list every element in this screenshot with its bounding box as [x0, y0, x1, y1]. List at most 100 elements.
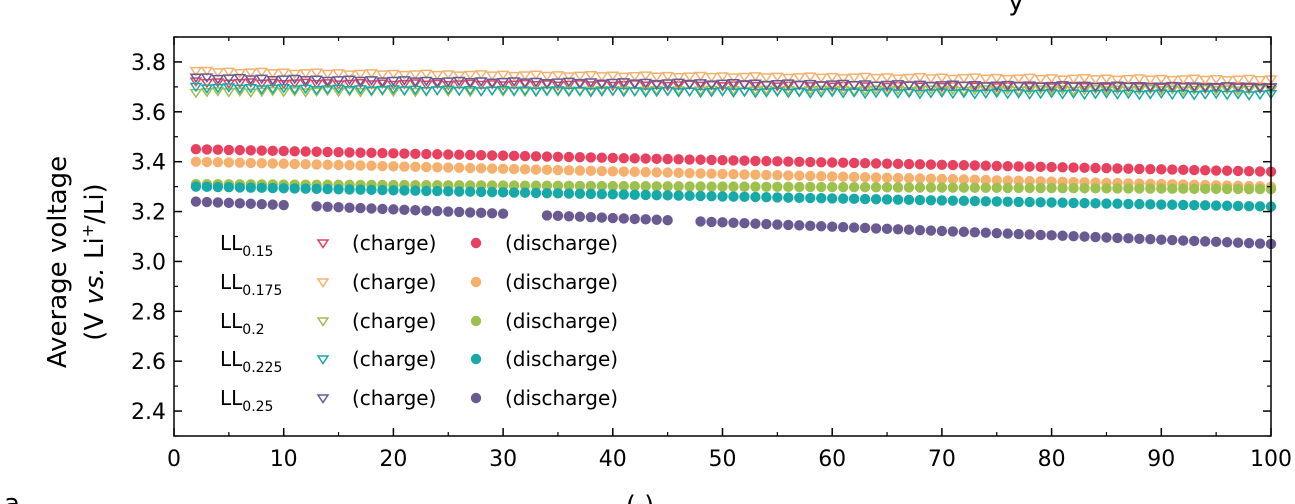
data-markers	[189, 66, 1278, 250]
charge-marker	[1001, 75, 1015, 85]
discharge-marker	[1013, 182, 1024, 194]
discharge-marker	[1145, 163, 1156, 175]
discharge-marker	[750, 191, 761, 203]
charge-marker	[672, 73, 686, 83]
discharge-marker	[464, 186, 476, 197]
charge-marker	[310, 75, 324, 86]
discharge-marker	[925, 195, 937, 206]
charge-marker	[1187, 74, 1201, 85]
y-tick-label: 2.6	[131, 350, 166, 375]
charge-marker	[617, 87, 631, 98]
charge-marker	[408, 87, 422, 98]
discharge-marker	[454, 186, 465, 197]
discharge-marker	[1221, 183, 1233, 195]
charge-marker	[299, 76, 313, 86]
discharge-marker	[980, 227, 991, 238]
discharge-marker	[245, 157, 256, 169]
charge-marker	[376, 70, 389, 80]
legend-discharge-marker	[470, 237, 482, 249]
legend-charge-marker	[316, 278, 330, 288]
discharge-marker	[794, 170, 805, 181]
charge-marker	[474, 80, 488, 91]
charge-marker	[891, 74, 905, 85]
charge-marker	[222, 74, 236, 84]
charge-marker	[397, 70, 411, 81]
discharge-marker	[432, 185, 443, 197]
discharge-marker	[1199, 236, 1211, 247]
charge-marker	[430, 70, 444, 81]
discharge-marker	[377, 184, 388, 196]
charge-marker	[288, 85, 302, 95]
charge-marker	[463, 87, 477, 98]
discharge-marker	[377, 203, 388, 215]
discharge-marker	[717, 168, 728, 180]
discharge-marker	[848, 222, 860, 233]
charge-marker	[858, 89, 872, 100]
charge-marker	[1056, 81, 1069, 91]
charge-marker	[957, 74, 971, 84]
discharge-marker	[585, 211, 597, 223]
charge-marker	[661, 79, 675, 89]
charge-marker	[1045, 74, 1059, 84]
discharge-marker	[651, 153, 662, 165]
discharge-marker	[783, 181, 794, 193]
discharge-marker	[1101, 198, 1112, 209]
discharge-marker	[969, 182, 981, 193]
discharge-marker	[881, 182, 893, 193]
charge-marker	[222, 67, 236, 78]
discharge-marker	[739, 155, 750, 166]
discharge-marker	[881, 158, 893, 169]
charge-marker	[1209, 74, 1223, 85]
charge-marker	[1198, 83, 1212, 94]
charge-marker	[1242, 74, 1256, 85]
discharge-marker	[454, 162, 465, 173]
charge-marker	[1143, 75, 1157, 86]
charge-marker	[1089, 85, 1102, 95]
discharge-marker	[1199, 200, 1211, 211]
legend-charge-label: (charge)	[352, 270, 436, 294]
charge-marker	[650, 85, 664, 96]
charge-marker	[1067, 82, 1080, 92]
discharge-marker	[563, 188, 575, 199]
discharge-marker	[278, 183, 289, 194]
charge-marker	[354, 76, 367, 87]
y-tick-label: 3.6	[131, 101, 166, 126]
discharge-marker	[1123, 233, 1134, 244]
discharge-marker	[190, 181, 202, 192]
discharge-marker	[421, 161, 432, 173]
charge-marker	[244, 88, 258, 99]
discharge-marker	[629, 166, 640, 178]
charge-marker	[441, 80, 455, 91]
discharge-marker	[1134, 183, 1145, 194]
discharge-marker	[585, 152, 597, 163]
charge-marker	[705, 85, 718, 96]
discharge-marker	[750, 218, 761, 229]
discharge-marker	[530, 180, 542, 191]
charge-marker	[1132, 74, 1146, 84]
charge-marker	[310, 79, 324, 90]
discharge-marker	[1035, 229, 1046, 241]
y-tick-label: 3.8	[131, 51, 166, 76]
discharge-marker	[991, 196, 1002, 207]
charge-marker	[200, 73, 214, 84]
charge-marker	[639, 81, 653, 92]
discharge-marker	[574, 165, 586, 176]
charge-marker	[803, 72, 817, 83]
discharge-marker	[497, 208, 509, 219]
discharge-marker	[761, 181, 772, 192]
discharge-marker	[1101, 232, 1112, 243]
charge-marker	[946, 80, 960, 91]
legend-sample-label: LL0.225	[220, 347, 282, 376]
discharge-marker	[289, 146, 300, 157]
discharge-marker	[377, 147, 388, 159]
charge-marker	[858, 72, 872, 83]
discharge-marker	[870, 182, 882, 193]
discharge-marker	[827, 157, 838, 168]
discharge-marker	[607, 166, 618, 177]
discharge-marker	[190, 144, 202, 155]
charge-marker	[1034, 82, 1048, 93]
discharge-marker	[278, 145, 289, 157]
charge-marker	[397, 76, 411, 86]
legend-discharge-marker	[470, 276, 482, 288]
